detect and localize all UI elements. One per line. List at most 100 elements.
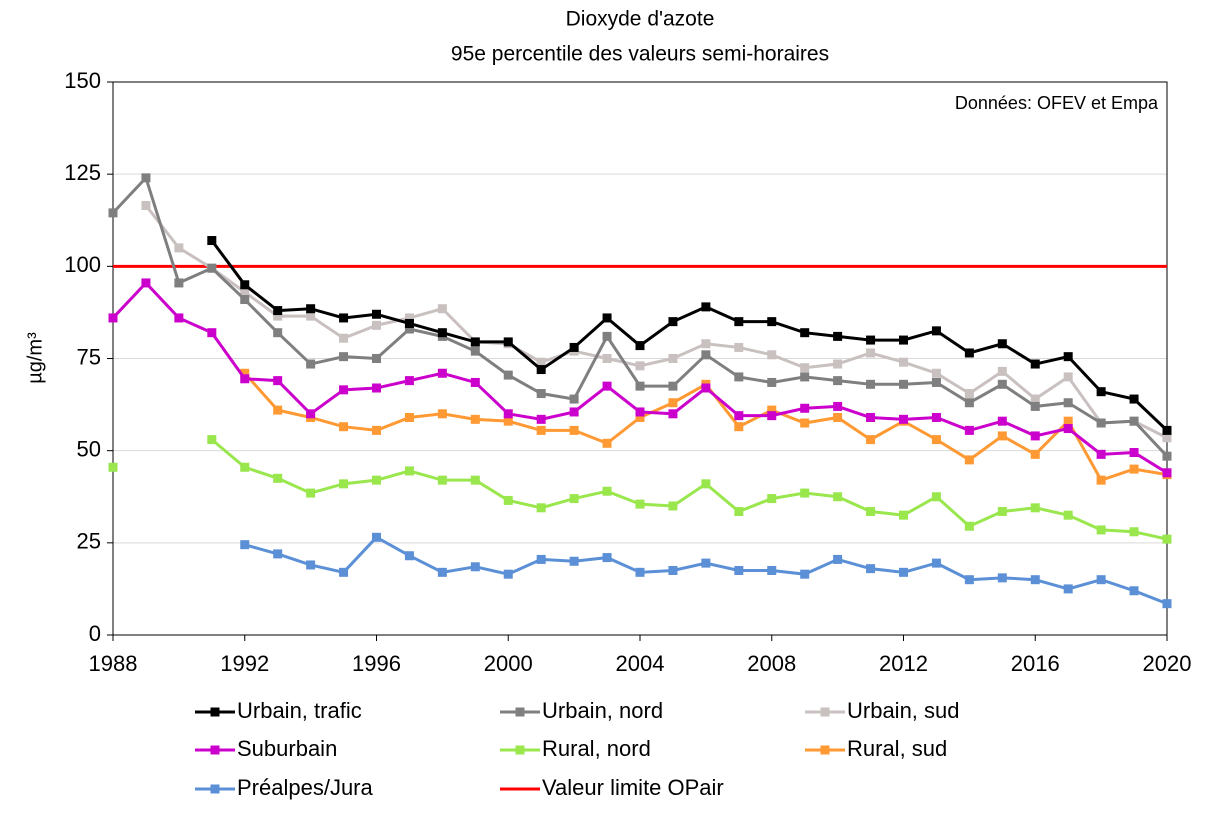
marker <box>833 331 843 341</box>
marker <box>503 416 513 426</box>
marker <box>240 540 250 550</box>
marker <box>339 385 349 395</box>
marker <box>569 394 579 404</box>
legend-label: Urbain, sud <box>847 698 960 723</box>
marker <box>1030 359 1040 369</box>
marker <box>602 553 612 563</box>
marker <box>668 317 678 327</box>
marker <box>602 486 612 496</box>
marker <box>437 328 447 338</box>
marker <box>866 379 876 389</box>
marker <box>437 475 447 485</box>
marker <box>569 407 579 417</box>
marker <box>767 317 777 327</box>
marker <box>833 412 843 422</box>
marker <box>1063 416 1073 426</box>
marker <box>997 573 1007 583</box>
x-tick-label: 2000 <box>484 651 533 676</box>
marker <box>404 466 414 476</box>
marker <box>174 313 184 323</box>
y-tick-label: 0 <box>89 621 101 646</box>
marker <box>1063 584 1073 594</box>
marker <box>536 357 546 367</box>
marker <box>536 554 546 564</box>
y-tick-label: 100 <box>64 252 101 277</box>
x-tick-label: 1996 <box>352 651 401 676</box>
marker <box>404 376 414 386</box>
marker <box>306 409 316 419</box>
marker <box>931 492 941 502</box>
marker <box>339 352 349 362</box>
marker <box>1129 464 1139 474</box>
marker <box>800 418 810 428</box>
marker <box>734 422 744 432</box>
marker <box>964 398 974 408</box>
marker <box>1162 433 1172 443</box>
plot-frame <box>112 81 1168 636</box>
marker <box>372 320 381 330</box>
marker <box>931 435 941 445</box>
marker <box>734 411 744 421</box>
series-line <box>210 438 1168 541</box>
marker <box>668 354 678 363</box>
marker <box>569 342 579 352</box>
marker <box>503 337 513 347</box>
marker <box>108 313 118 323</box>
marker <box>800 328 810 338</box>
marker <box>997 431 1007 441</box>
legend-label: Rural, nord <box>542 736 651 761</box>
marker <box>635 341 645 351</box>
x-tick-label: 2020 <box>1143 651 1192 676</box>
marker <box>997 379 1007 389</box>
legend-label: Urbain, nord <box>542 698 663 723</box>
marker <box>931 377 941 387</box>
marker <box>1096 525 1106 535</box>
y-tick-label: 125 <box>64 160 101 185</box>
marker <box>1096 387 1106 397</box>
marker <box>931 412 941 422</box>
marker <box>668 381 678 391</box>
marker <box>470 377 480 387</box>
marker <box>1063 372 1073 382</box>
marker <box>1162 534 1172 544</box>
marker <box>306 560 316 570</box>
marker <box>899 567 908 577</box>
marker <box>404 412 414 422</box>
marker <box>800 372 810 382</box>
legend-label: Rural, sud <box>847 736 947 761</box>
marker <box>800 363 810 373</box>
marker <box>997 506 1007 516</box>
marker <box>273 328 283 338</box>
marker <box>372 383 381 393</box>
marker <box>174 243 184 253</box>
marker <box>635 407 645 417</box>
legend-marker <box>210 707 220 717</box>
marker <box>767 377 777 387</box>
marker <box>569 494 579 504</box>
marker <box>767 565 777 575</box>
marker <box>964 348 974 358</box>
marker <box>372 309 381 319</box>
marker <box>470 346 480 356</box>
marker <box>734 565 744 575</box>
marker <box>635 361 645 371</box>
marker <box>470 475 480 485</box>
marker <box>767 350 777 360</box>
legend-label: Urbain, trafic <box>237 698 362 723</box>
x-tick-label: 2008 <box>747 651 796 676</box>
annotation: Données: OFEV et Empa <box>955 93 1159 113</box>
marker <box>372 425 381 435</box>
marker <box>866 564 876 574</box>
marker <box>437 409 447 419</box>
marker <box>306 359 316 369</box>
marker <box>734 342 744 352</box>
marker <box>273 306 283 316</box>
marker <box>273 405 283 415</box>
marker <box>964 389 974 399</box>
marker <box>306 311 316 321</box>
marker <box>668 409 678 419</box>
marker <box>503 409 513 419</box>
marker <box>964 521 974 531</box>
legend-label: Préalpes/Jura <box>237 775 374 800</box>
